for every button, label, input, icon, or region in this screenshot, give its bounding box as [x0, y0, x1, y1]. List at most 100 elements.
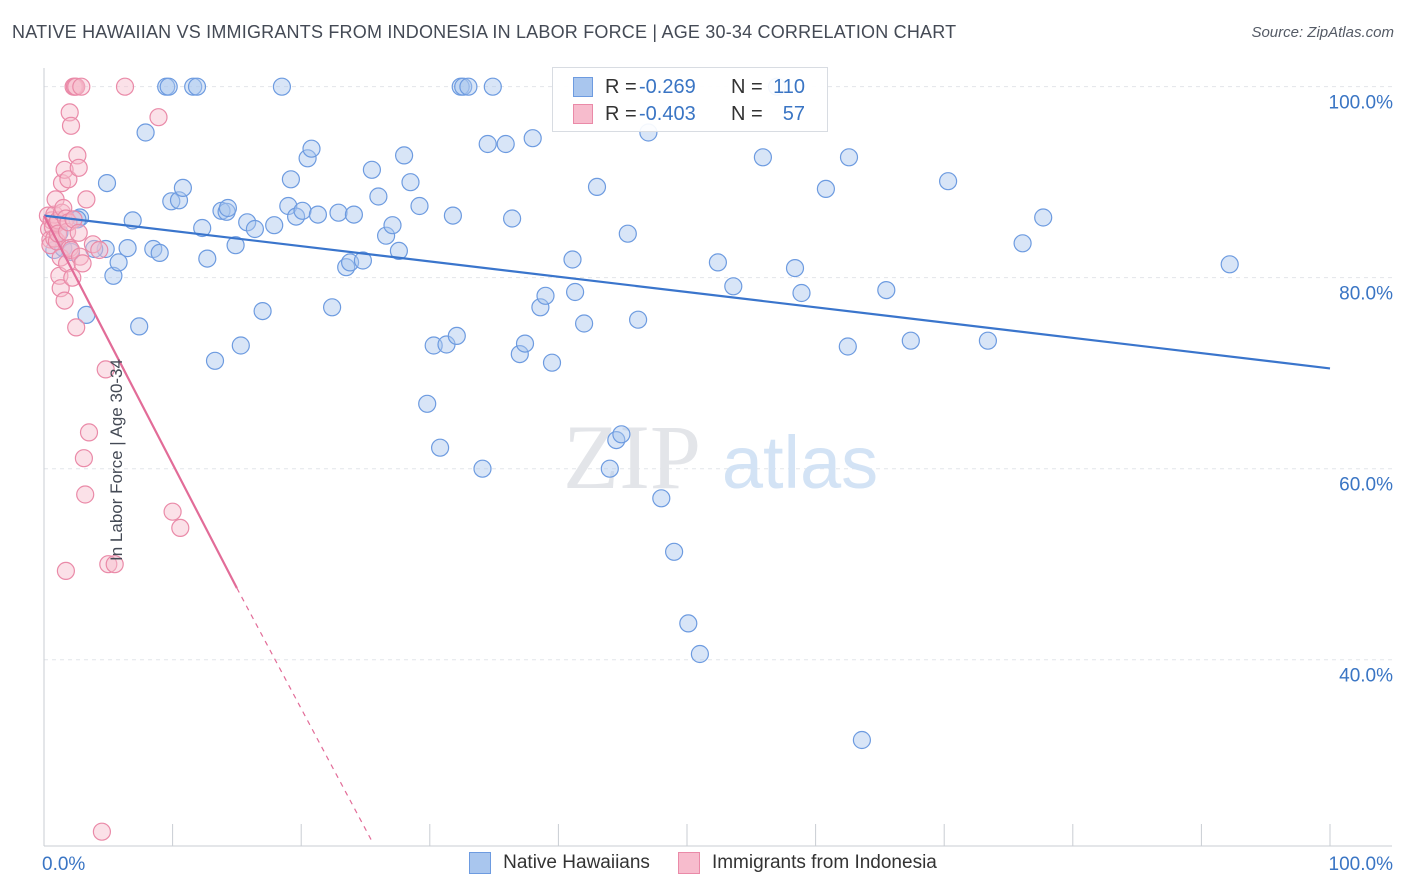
data-point [59, 170, 78, 189]
data-point [478, 134, 497, 154]
legend-r-label: R = [605, 102, 637, 125]
data-point [607, 431, 626, 450]
data-point [159, 77, 178, 96]
legend-n-value: 57 [782, 102, 805, 125]
data-point [115, 77, 135, 96]
series-immigrants-from-indonesia [38, 77, 190, 841]
gridlines [44, 86, 1392, 661]
data-point [265, 216, 284, 235]
data-point [281, 170, 300, 189]
data-point [362, 160, 381, 179]
trend-line-immigrants-from-indonesia [43, 215, 238, 589]
data-point [536, 286, 555, 305]
data-point [515, 334, 535, 353]
source-note: Source: ZipAtlas.com [1251, 24, 1394, 41]
legend-swatch-blue [573, 77, 593, 97]
data-point [618, 224, 637, 243]
legend-n-label: N = [731, 102, 763, 125]
data-point [724, 277, 743, 296]
data-point [496, 134, 515, 154]
data-point [901, 331, 920, 350]
series-legend: Native Hawaiians Immigrants from Indones… [0, 852, 1406, 874]
data-point [55, 160, 74, 179]
data-point [72, 77, 91, 96]
data-point [198, 249, 217, 268]
data-point [418, 394, 437, 413]
data-point [816, 179, 836, 198]
data-point [938, 172, 958, 191]
data-point [302, 139, 321, 158]
data-point [99, 555, 118, 574]
data-point [459, 77, 478, 96]
data-point [612, 425, 631, 444]
data-point [410, 196, 429, 216]
data-point [323, 298, 342, 317]
data-point [171, 518, 190, 538]
data-point [253, 302, 272, 321]
stats-legend: R = -0.269 N = 110 R = -0.403 N = 57 [552, 67, 828, 132]
data-point [150, 243, 169, 262]
data-point [531, 298, 550, 317]
data-point [447, 326, 466, 345]
chart-title: NATIVE HAWAIIAN VS IMMIGRANTS FROM INDON… [12, 22, 957, 42]
data-point [431, 438, 450, 457]
data-point [69, 223, 88, 242]
data-point [708, 253, 728, 272]
data-point [193, 218, 212, 238]
data-point [60, 103, 79, 122]
data-point [74, 449, 94, 468]
data-point [69, 158, 88, 177]
legend-swatch-pink [677, 852, 700, 874]
data-point [90, 240, 109, 260]
data-point [664, 542, 684, 561]
data-point [454, 77, 473, 96]
data-point [978, 331, 998, 350]
y-tick-label: 40.0% [1339, 666, 1393, 687]
data-point [785, 259, 805, 278]
x-tick-label: 0.0% [42, 854, 85, 875]
data-point [105, 555, 124, 574]
data-point [67, 318, 86, 337]
tick-labels: 100.0% 80.0% 60.0% 40.0% 0.0% 100.0% [42, 93, 1393, 875]
data-point [73, 254, 92, 273]
data-point [187, 77, 207, 96]
data-point [92, 822, 112, 841]
legend-row-native-hawaiians: R = -0.269 N = 110 [573, 74, 805, 100]
data-point [792, 283, 811, 303]
legend-swatch-pink [573, 104, 593, 124]
data-point [839, 148, 859, 167]
legend-item-native-hawaiians[interactable]: Native Hawaiians [469, 852, 650, 874]
data-point [79, 423, 99, 442]
data-point [238, 213, 257, 232]
data-point [401, 173, 420, 192]
data-point [104, 266, 123, 285]
data-point [298, 149, 317, 168]
data-point [272, 77, 291, 96]
watermark-atlas: atlas [722, 421, 878, 504]
axes [43, 68, 1392, 847]
data-point [628, 310, 648, 329]
y-tick-label: 60.0% [1339, 475, 1393, 496]
data-point [162, 192, 181, 211]
data-point [679, 614, 698, 633]
data-point [424, 336, 443, 355]
watermark-zip: ZIP [563, 406, 701, 508]
data-point [1220, 255, 1239, 274]
data-point [149, 108, 168, 127]
data-point [308, 205, 327, 224]
data-point [56, 561, 76, 581]
legend-row-immigrants-from-indonesia: R = -0.403 N = 57 [573, 101, 805, 127]
data-point [184, 77, 203, 96]
trend-line-extension [236, 587, 373, 842]
data-point [118, 239, 137, 258]
legend-item-immigrants-from-indonesia[interactable]: Immigrants from Indonesia [677, 852, 937, 874]
data-point [587, 177, 607, 196]
data-point [353, 251, 372, 270]
data-point [226, 236, 245, 255]
trend-line-native-hawaiians [43, 214, 1331, 370]
legend-label: Immigrants from Indonesia [711, 852, 937, 873]
data-point [70, 208, 90, 227]
legend-swatch-blue [469, 852, 492, 874]
legend-n-value: 110 [773, 75, 805, 98]
